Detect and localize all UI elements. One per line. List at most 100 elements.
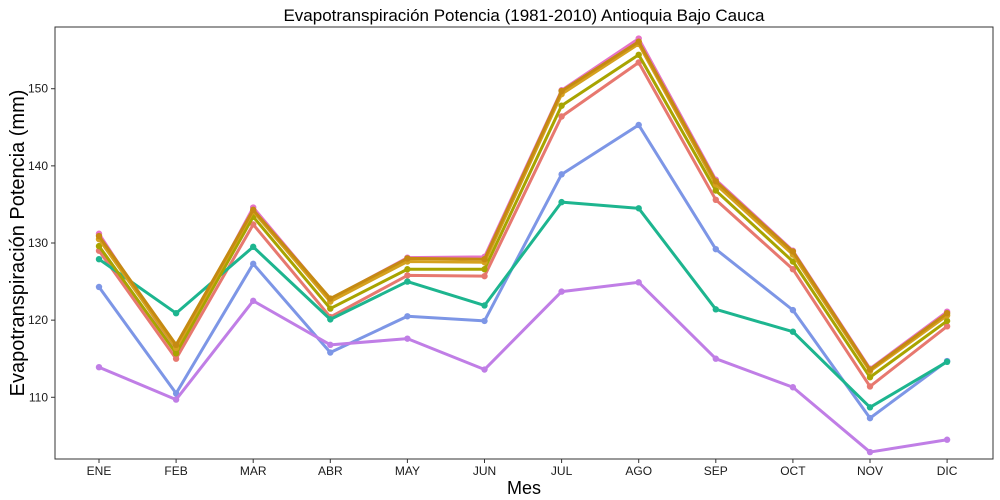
data-point: [250, 260, 257, 268]
data-point: [481, 302, 488, 309]
data-point: [327, 341, 334, 349]
x-tick-label: MAY: [395, 464, 420, 478]
data-point: [712, 196, 719, 203]
data-point: [712, 187, 719, 194]
data-point: [404, 266, 411, 273]
data-point: [635, 38, 642, 45]
series-5: [95, 279, 951, 456]
data-point: [943, 436, 951, 443]
series-line: [97, 53, 949, 379]
x-tick-label: NOV: [857, 464, 883, 478]
data-point: [558, 102, 565, 109]
y-tick-label: 140: [28, 159, 48, 173]
x-axis: ENE FEB MAR ABR MAY JUN JUL AGO SEP OCT NOV DIC: [87, 459, 958, 478]
data-point: [404, 255, 411, 262]
data-point: [250, 221, 257, 228]
data-point: [481, 366, 488, 373]
data-point: [95, 364, 103, 371]
series-line: [97, 40, 949, 372]
data-point: [789, 328, 797, 335]
y-tick-label: 130: [28, 236, 48, 250]
data-point: [250, 243, 257, 251]
data-point: [635, 51, 642, 58]
x-tick-label: ENE: [87, 464, 112, 478]
data-point: [789, 258, 797, 265]
data-point: [327, 316, 334, 323]
data-point: [789, 384, 797, 391]
data-point: [172, 355, 180, 362]
data-point: [404, 335, 411, 342]
y-tick-label: 110: [29, 390, 48, 404]
series-6: [95, 51, 951, 381]
data-point: [712, 245, 719, 253]
data-point: [866, 383, 874, 390]
y-axis-title: Evapotranspiración Potencia (mm): [7, 90, 29, 397]
data-point: [866, 404, 874, 411]
series-4: [95, 198, 951, 411]
data-point: [95, 256, 103, 263]
x-tick-label: JUN: [473, 464, 496, 478]
data-point: [250, 206, 257, 214]
data-point: [712, 306, 719, 313]
data-point: [558, 198, 565, 206]
data-point: [481, 266, 488, 273]
data-point: [327, 295, 334, 302]
series-line: [97, 60, 949, 388]
data-point: [95, 283, 103, 291]
data-point: [481, 317, 488, 325]
x-tick-label: AGO: [625, 464, 652, 478]
data-point: [172, 310, 180, 317]
series-8: [95, 38, 951, 373]
y-tick-label: 150: [28, 82, 48, 96]
series-line: [97, 200, 949, 409]
series-line: [97, 123, 949, 420]
data-point: [866, 414, 874, 422]
data-point: [943, 317, 951, 325]
data-point: [250, 297, 257, 305]
data-point: [404, 278, 411, 285]
data-point: [943, 310, 951, 317]
series-line: [97, 280, 949, 454]
data-point: [866, 374, 874, 381]
data-point: [404, 313, 411, 320]
data-point: [943, 323, 951, 330]
data-point: [327, 349, 334, 356]
data-point: [558, 113, 565, 120]
data-point: [172, 350, 180, 357]
data-point: [866, 448, 874, 456]
data-point: [712, 178, 719, 185]
chart-title: Evapotranspiración Potencia (1981-2010) …: [283, 6, 765, 25]
x-tick-label: SEP: [704, 464, 728, 478]
data-point: [635, 279, 642, 286]
x-tick-label: DIC: [937, 464, 958, 478]
x-tick-label: FEB: [164, 464, 187, 478]
y-tick-label: 120: [28, 313, 48, 327]
data-point: [404, 272, 411, 279]
x-axis-title: Mes: [507, 478, 541, 498]
data-point: [481, 272, 488, 280]
y-axis: 110 120 130 140 150: [28, 82, 55, 404]
data-point: [789, 306, 797, 314]
data-point: [172, 341, 180, 349]
data-point: [558, 87, 565, 95]
data-point: [558, 171, 565, 178]
data-point: [172, 390, 180, 397]
data-point: [943, 358, 951, 365]
data-point: [635, 205, 642, 212]
data-point: [558, 288, 565, 295]
x-tick-label: MAR: [240, 464, 267, 478]
data-point: [866, 366, 874, 373]
data-point: [172, 396, 180, 403]
x-tick-label: ABR: [318, 464, 343, 478]
x-tick-label: JUL: [551, 464, 573, 478]
data-point: [327, 305, 334, 312]
data-point: [789, 248, 797, 255]
data-point: [95, 232, 103, 240]
series-layer: [95, 35, 951, 456]
data-point: [789, 266, 797, 273]
data-point: [635, 59, 642, 66]
x-tick-label: OCT: [780, 464, 806, 478]
data-point: [481, 256, 488, 263]
data-point: [95, 242, 103, 250]
